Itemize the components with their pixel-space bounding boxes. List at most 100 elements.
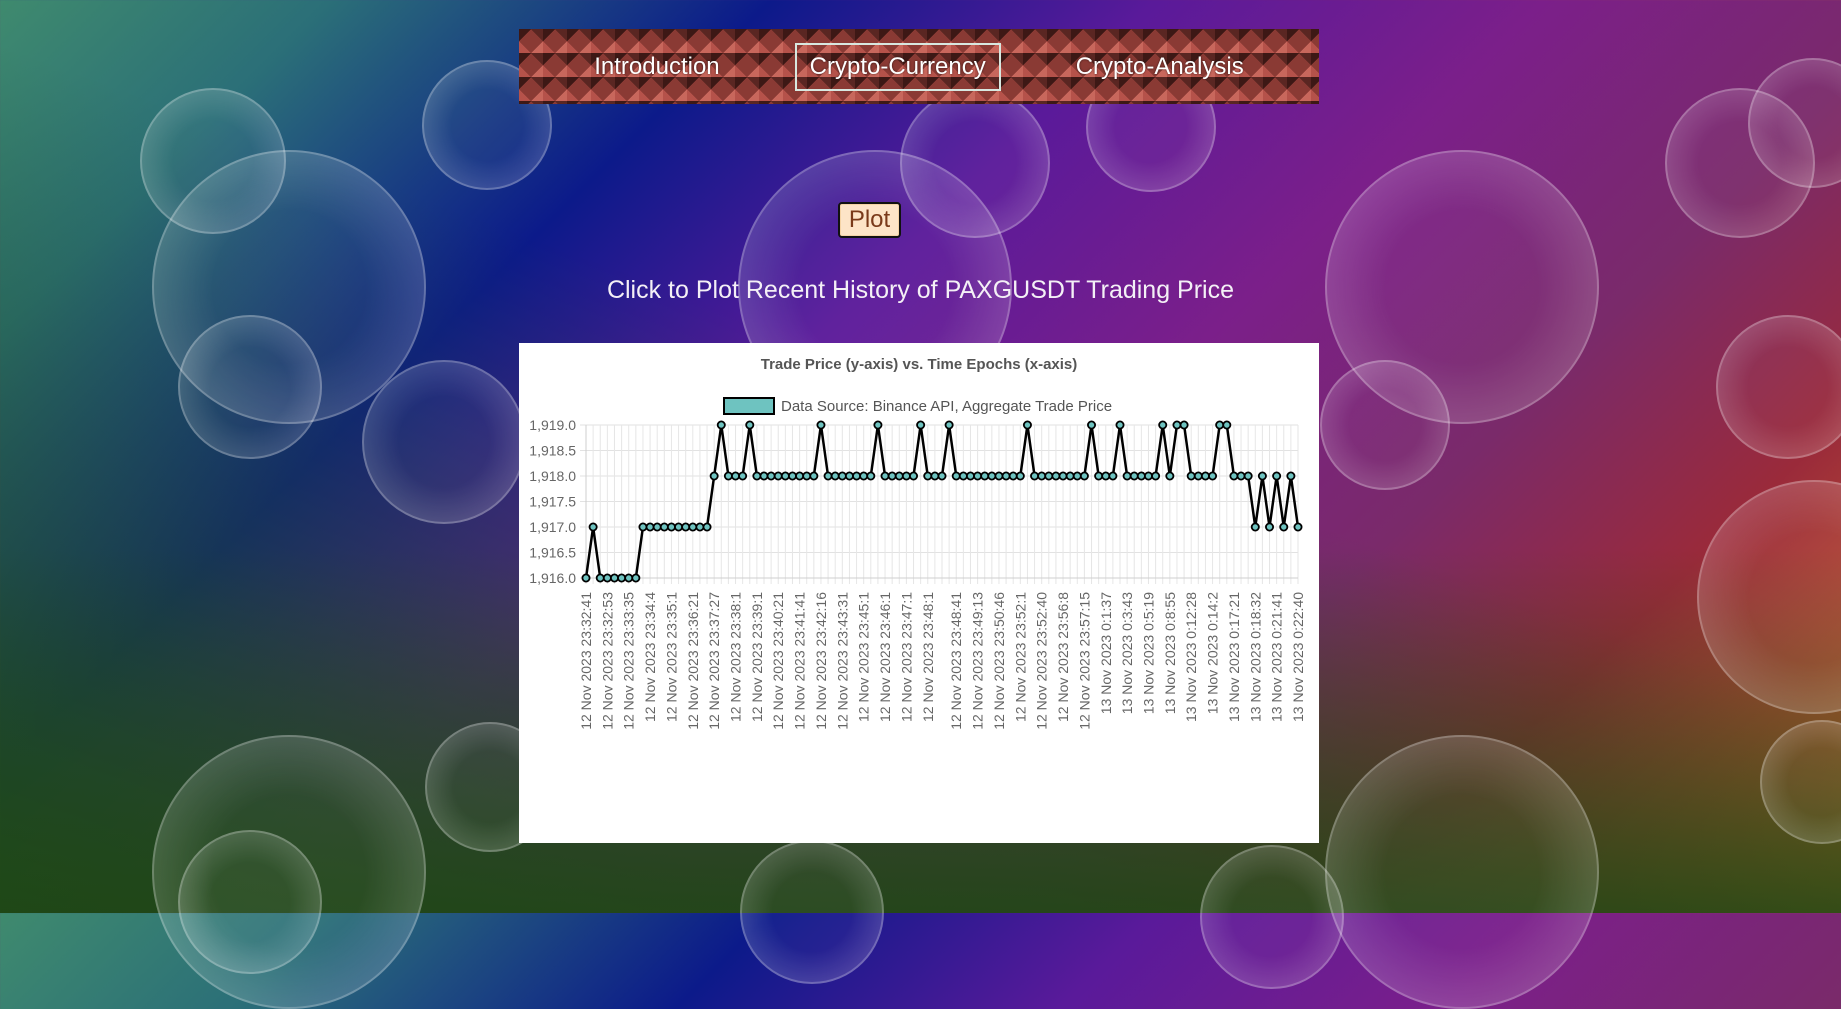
- price-point: [1236, 471, 1246, 481]
- price-point: [752, 471, 762, 481]
- price-point: [1279, 522, 1289, 532]
- price-point: [773, 471, 783, 481]
- price-point: [1272, 471, 1282, 481]
- y-tick-label: 1,919.0: [529, 417, 576, 433]
- x-tick-label: 12 Nov 2023 23:43:31: [834, 592, 850, 730]
- background-bubble: [1748, 58, 1841, 188]
- x-tick-label: 12 Nov 2023 23:47:1: [898, 592, 914, 722]
- price-chart-svg: Trade Price (y-axis) vs. Time Epochs (x-…: [529, 356, 1306, 730]
- price-point: [1179, 420, 1189, 430]
- background-bubble: [1320, 360, 1450, 490]
- price-point: [595, 573, 605, 583]
- price-point: [951, 471, 961, 481]
- price-point: [659, 522, 669, 532]
- price-point: [1094, 471, 1104, 481]
- background-bubble: [178, 315, 322, 459]
- nav-item-crypto-currency[interactable]: Crypto-Currency: [794, 42, 1001, 91]
- price-point: [973, 471, 983, 481]
- price-point: [1122, 471, 1132, 481]
- x-tick-label: 12 Nov 2023 23:48:1: [920, 592, 936, 722]
- price-point: [1165, 471, 1175, 481]
- x-tick-label: 13 Nov 2023 0:17:21: [1226, 592, 1242, 722]
- price-point: [1293, 522, 1303, 532]
- price-point: [795, 471, 805, 481]
- price-point: [930, 471, 940, 481]
- y-tick-label: 1,916.0: [529, 570, 576, 586]
- price-point: [1265, 522, 1275, 532]
- chart-title: Trade Price (y-axis) vs. Time Epochs (x-…: [761, 356, 1078, 373]
- price-point: [674, 522, 684, 532]
- price-point: [581, 573, 591, 583]
- background-bubble: [740, 840, 884, 984]
- price-point: [816, 420, 826, 430]
- price-point: [909, 471, 919, 481]
- background-bubble: [152, 735, 426, 1009]
- y-tick-label: 1,916.5: [529, 545, 576, 561]
- price-point: [702, 522, 712, 532]
- price-point: [1115, 420, 1125, 430]
- price-point: [1022, 420, 1032, 430]
- price-point: [617, 573, 627, 583]
- price-point: [1172, 420, 1182, 430]
- y-tick-label: 1,918.0: [529, 468, 576, 484]
- background-bubble: [1760, 720, 1841, 844]
- price-point: [830, 471, 840, 481]
- price-point: [1030, 471, 1040, 481]
- background-bubble: [1716, 315, 1841, 459]
- price-point: [980, 471, 990, 481]
- price-point: [1051, 471, 1061, 481]
- price-point: [766, 471, 776, 481]
- price-series: [581, 420, 1303, 583]
- price-point: [1208, 471, 1218, 481]
- price-point: [1015, 471, 1025, 481]
- price-point: [823, 471, 833, 481]
- price-point: [1143, 471, 1153, 481]
- price-point: [958, 471, 968, 481]
- background-bubble: [362, 360, 526, 524]
- price-point: [1044, 471, 1054, 481]
- price-point: [738, 471, 748, 481]
- x-tick-label: 13 Nov 2023 0:3:43: [1119, 592, 1135, 714]
- chart-grid: [580, 424, 1299, 584]
- x-tick-label: 12 Nov 2023 23:34:4: [642, 592, 658, 722]
- price-point: [837, 471, 847, 481]
- price-point: [1151, 471, 1161, 481]
- x-tick-label: 12 Nov 2023 23:56:8: [1055, 592, 1071, 722]
- price-point: [666, 522, 676, 532]
- price-point: [859, 471, 869, 481]
- price-point: [802, 471, 812, 481]
- price-point: [937, 471, 947, 481]
- price-point: [787, 471, 797, 481]
- x-tick-label: 12 Nov 2023 23:52:1: [1012, 592, 1028, 722]
- price-point: [1257, 471, 1267, 481]
- x-tick-label: 13 Nov 2023 0:5:19: [1140, 592, 1156, 714]
- nav-item-crypto-analysis[interactable]: Crypto-Analysis: [1075, 52, 1244, 80]
- x-tick-label: 13 Nov 2023 0:21:41: [1269, 592, 1285, 722]
- x-axis: 12 Nov 2023 23:32:41 12 Nov 2023 23:32:53…: [578, 592, 1306, 730]
- y-tick-label: 1,918.5: [529, 443, 576, 459]
- price-point: [916, 420, 926, 430]
- price-point: [1101, 471, 1111, 481]
- nav-item-introduction[interactable]: Introduction: [594, 52, 720, 80]
- price-point: [609, 573, 619, 583]
- price-point: [1136, 471, 1146, 481]
- price-point: [602, 573, 612, 583]
- x-tick-label: 12 Nov 2023 23:32:41: [578, 592, 594, 730]
- legend-swatch: [723, 397, 775, 415]
- x-tick-label: 13 Nov 2023 0:18:32: [1247, 592, 1263, 722]
- x-tick-label: 12 Nov 2023 23:38:1: [728, 592, 744, 722]
- price-point: [1001, 471, 1011, 481]
- background-bubble: [1697, 480, 1841, 714]
- y-axis: 1,916.0 1,916.5 1,917.0 1,917.5 1,918.0 1,918…: [529, 417, 576, 586]
- price-point: [1215, 420, 1225, 430]
- price-point: [866, 471, 876, 481]
- price-point: [852, 471, 862, 481]
- plot-button[interactable]: Plot: [838, 202, 901, 238]
- price-point: [901, 471, 911, 481]
- x-tick-label: 12 Nov 2023 23:36:21: [685, 592, 701, 730]
- price-point: [1186, 471, 1196, 481]
- price-point: [1158, 420, 1168, 430]
- price-point: [1072, 471, 1082, 481]
- x-tick-label: 12 Nov 2023 23:46:1: [877, 592, 893, 722]
- background-bubble: [140, 88, 286, 234]
